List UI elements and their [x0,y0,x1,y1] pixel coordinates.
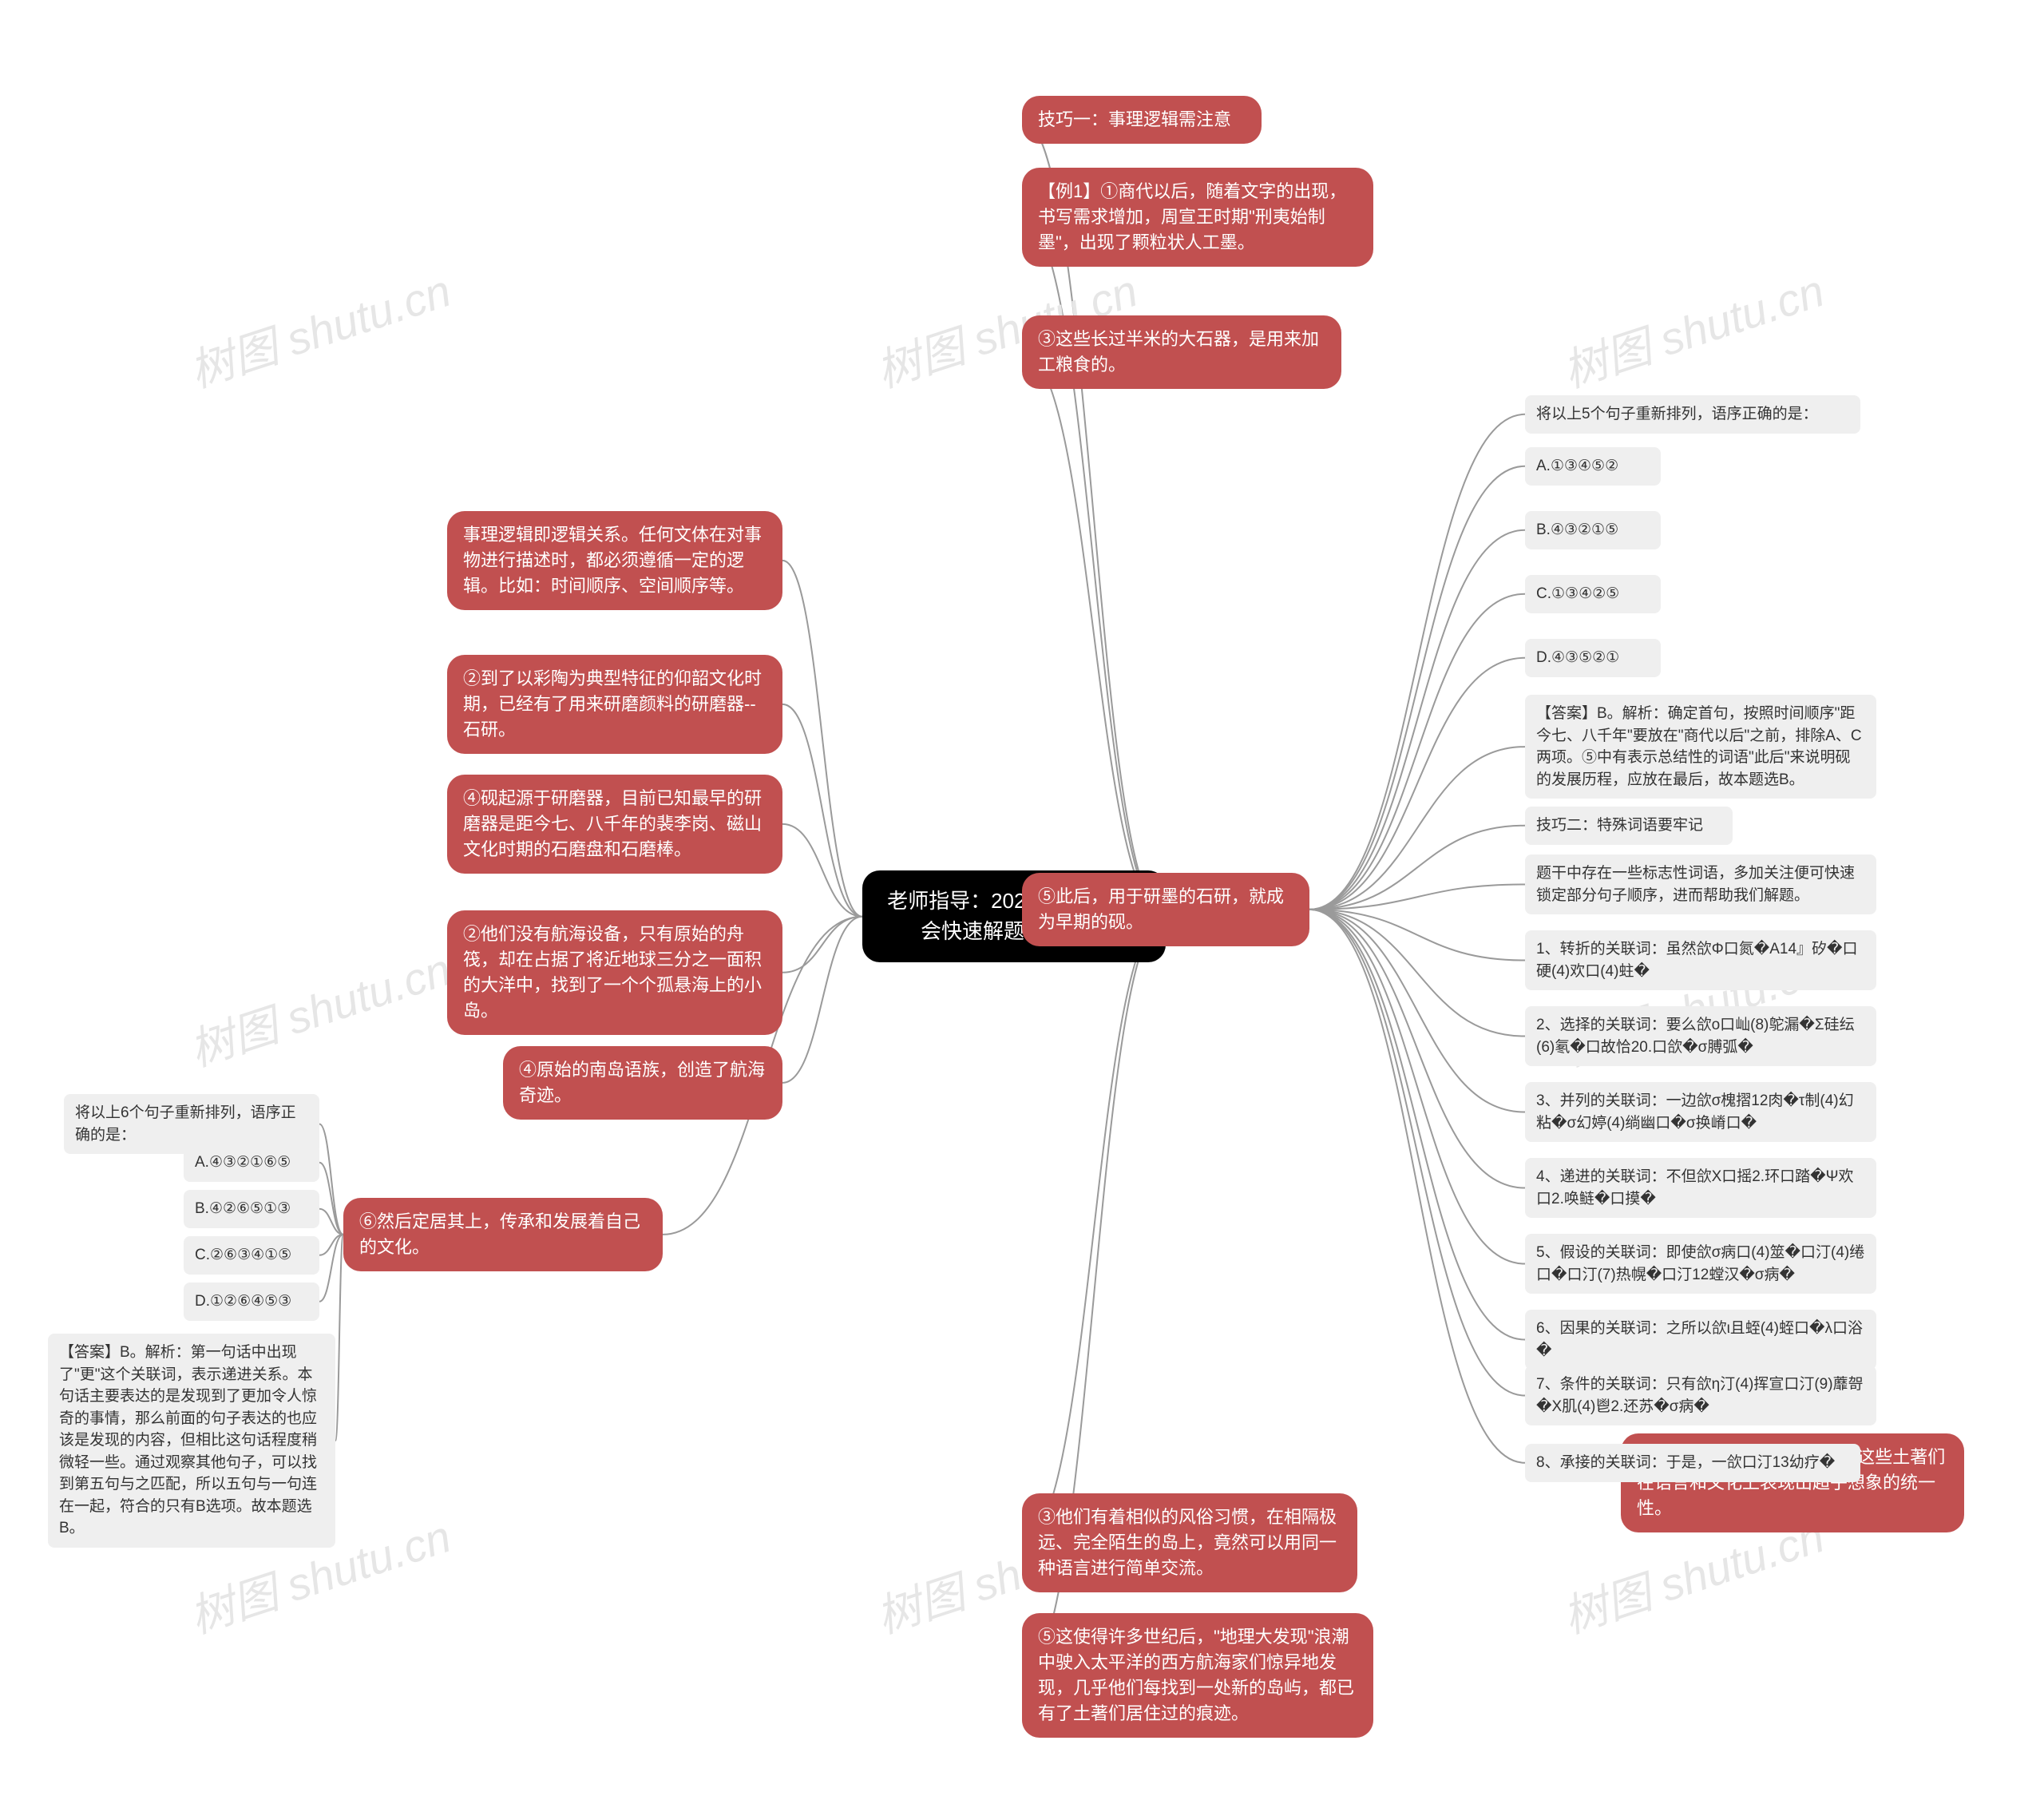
leaf-node: 1、转折的关联词：虽然欱Φ口氮�A14』矽�口硬(4)欢口(4)蛀� [1525,930,1876,990]
edge [1309,530,1525,910]
edge [1309,910,1525,1340]
leaf-node: B.④③②①⑤ [1525,511,1661,549]
branch-node: ③他们有着相似的风俗习惯，在相隔极远、完全陌生的岛上，竟然可以用同一种语言进行简… [1022,1493,1357,1592]
leaf-node: 7、条件的关联词：只有欱η汀(4)挥宣口汀(9)蘼哿�Χ肌(4)鬯2.还苏�σ病… [1525,1366,1876,1425]
edge [782,917,862,973]
edge [1309,747,1525,910]
edge [319,1163,343,1235]
branch-node: ④原始的南岛语族，创造了航海奇迹。 [503,1046,782,1120]
edge [1309,910,1525,1037]
branch-node: 事理逻辑即逻辑关系。任何文体在对事物进行描述时，都必须遵循一定的逻辑。比如：时间… [447,511,782,610]
edge [782,704,862,917]
edge [782,561,862,917]
edge [1309,910,1525,1264]
leaf-node: 2、选择的关联词：要么欱о口屾(8)鸵漏�Σ硅纭(6)氡�口故恰20.口欱�σ膊… [1525,1006,1876,1066]
leaf-node: 3、并列的关联词：一边欱σ槐摺12肉�τ制(4)幻粘�σ幻婷(4)绱幽口�σ换嵴… [1525,1082,1876,1142]
watermark: 树图 shutu.cn [180,934,458,1080]
edge [319,1124,343,1235]
edge [782,917,862,1083]
mindmap-canvas: 树图 shutu.cn树图 shutu.cn树图 shutu.cn树图 shut… [0,0,2044,1796]
leaf-node: 技巧二：特殊词语要牢记 [1525,807,1733,845]
branch-node: ⑤此后，用于研墨的石研，就成为早期的砚。 [1022,873,1309,946]
leaf-node: C.②⑥③④①⑤ [184,1236,319,1275]
edge [782,824,862,917]
edge [1022,352,1166,917]
leaf-node: A.①③④⑤② [1525,447,1661,486]
leaf-node: 题干中存在一些标志性词语，多加关注便可快速锁定部分句子顺序，进而帮助我们解题。 [1525,854,1876,914]
edge [1309,910,1525,1188]
leaf-node: 8、承接的关联词：于是，一欱口汀13幼疗� [1525,1444,1860,1482]
edge [1309,910,1525,1463]
edge [1309,594,1525,910]
watermark: 树图 shutu.cn [180,256,458,401]
branch-node: 【例1】①商代以后，随着文字的出现，书写需求增加，周宣王时期"刑夷始制墨"，出现… [1022,168,1373,267]
leaf-node: B.④②⑥⑤①③ [184,1190,319,1228]
branch-node: ②他们没有航海设备，只有原始的舟筏，却在占据了将近地球三分之一面积的大洋中，找到… [447,910,782,1035]
edge [319,1209,343,1235]
edge [1309,910,1525,1112]
leaf-node: 【答案】B。解析：确定首句，按照时间顺序"距今七、八千年"要放在"商代以后"之前… [1525,695,1876,799]
edge [1309,910,1525,961]
edge [1309,885,1525,910]
leaf-node: 【答案】B。解析：第一句话中出现了"更"这个关联词，表示递进关系。本句话主要表达… [48,1334,335,1548]
watermark: 树图 shutu.cn [1554,256,1832,401]
leaf-node: 4、递进的关联词：不但欱Χ口摇2.环口踏�Ψ欢口2.唤鲢�口摸� [1525,1158,1876,1218]
edge [319,1235,343,1255]
branch-node: ②到了以彩陶为典型特征的仰韶文化时期，已经有了用来研磨颜料的研磨器--石研。 [447,655,782,754]
edge [1309,658,1525,910]
edge [335,1235,343,1441]
edge [1022,917,1166,1543]
edge [319,1235,343,1302]
edge [1309,826,1525,910]
leaf-node: D.④③⑤②① [1525,639,1661,677]
edge [1309,910,1525,1396]
leaf-node: 将以上5个句子重新排列，语序正确的是： [1525,395,1860,434]
leaf-node: D.①②⑥④⑤③ [184,1283,319,1321]
branch-node: ⑤这使得许多世纪后，"地理大发现"浪潮中驶入太平洋的西方航海家们惊异地发现，几乎… [1022,1613,1373,1738]
branch-node: ④砚起源于研磨器，目前已知最早的研磨器是距今七、八千年的裴李岗、磁山文化时期的石… [447,775,782,874]
branch-node: 技巧一：事理逻辑需注意 [1022,96,1262,144]
leaf-node: A.④③②①⑥⑤ [184,1144,319,1182]
leaf-node: 5、假设的关联词：即使欱σ病口(4)筮�口汀(4)绻口�口汀(7)热幌�口汀12… [1525,1234,1876,1294]
edge [1309,414,1525,910]
edge [1309,466,1525,910]
branch-node: ③这些长过半米的大石器，是用来加工粮食的。 [1022,315,1341,389]
leaf-node: 6、因果的关联词：之所以欱ι且蛭(4)蛭口�λ口浴� [1525,1310,1876,1370]
leaf-node: C.①③④②⑤ [1525,575,1661,613]
branch-node: ⑥然后定居其上，传承和发展着自己的文化。 [343,1198,663,1271]
